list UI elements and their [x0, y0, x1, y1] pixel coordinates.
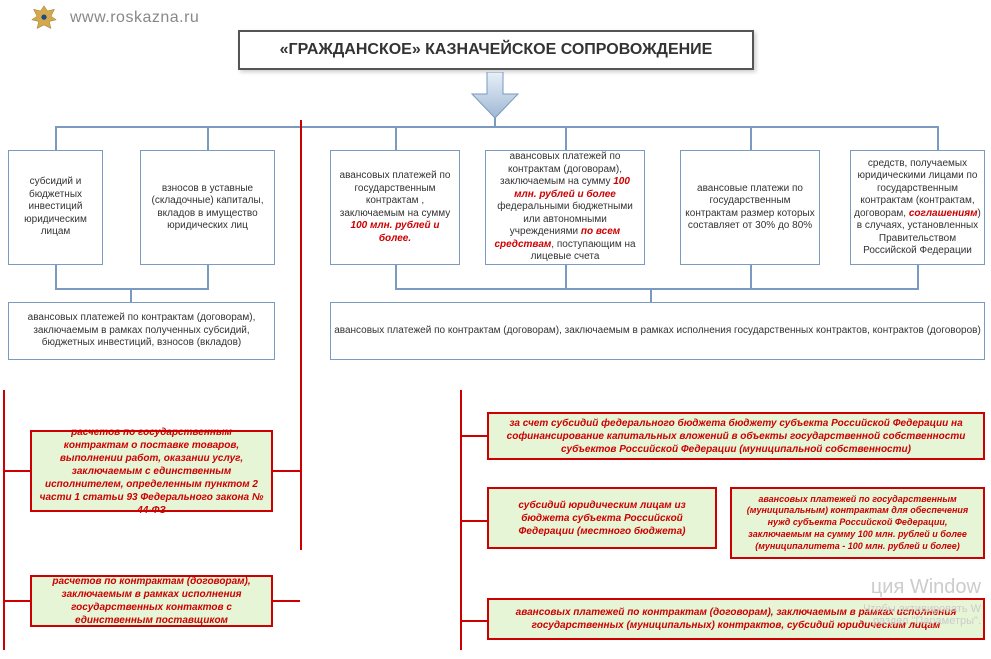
windows-watermark: ция Window	[871, 576, 981, 599]
divider	[3, 600, 30, 602]
box-advance-gov-contracts-context: авансовых платежей по контрактам (догово…	[330, 302, 985, 360]
text: средств, получаемых юридическими лицами …	[854, 158, 981, 258]
text: авансовых платежей по контрактам (догово…	[334, 325, 981, 338]
divider	[460, 390, 462, 550]
box-subsidies: субсидий и бюджетных инвестиций юридичес…	[8, 150, 103, 265]
text: взносов в уставные (складочные) капиталы…	[144, 183, 271, 233]
connector	[55, 126, 57, 150]
header: www.roskazna.ru	[30, 4, 199, 32]
eagle-logo-icon	[30, 4, 58, 32]
box-funds-legal-entities: средств, получаемых юридическими лицами …	[850, 150, 985, 265]
arrow-down-icon	[470, 72, 520, 120]
connector	[395, 288, 919, 290]
divider	[460, 520, 487, 522]
divider	[273, 470, 300, 472]
green-box-federal-subsidies: за счет субсидий федерального бюджета бю…	[487, 412, 985, 460]
divider	[460, 550, 462, 650]
text: субсидий юридическим лицам из бюджета су…	[495, 499, 709, 538]
green-box-municipal-advance-100m: авансовых платежей по государственным (м…	[730, 487, 985, 559]
site-url: www.roskazna.ru	[70, 9, 199, 27]
box-advance-gov-100m: авансовых платежей по государственным ко…	[330, 150, 460, 265]
connector	[207, 265, 209, 288]
connector	[55, 126, 937, 128]
text: авансовые платежи по государственным кон…	[684, 183, 816, 233]
text: расчетов по контрактам (договорам), закл…	[38, 575, 265, 627]
text: за счет субсидий федерального бюджета бю…	[495, 417, 977, 456]
diagram-title: «ГРАЖДАНСКОЕ» КАЗНАЧЕЙСКОЕ СОПРОВОЖДЕНИЕ	[238, 30, 754, 70]
connector	[395, 265, 397, 288]
divider	[460, 435, 487, 437]
text: субсидий и бюджетных инвестиций юридичес…	[12, 176, 99, 239]
text: расчетов по государственным контрактам о…	[38, 426, 265, 517]
green-box-regional-subsidies: субсидий юридическим лицам из бюджета су…	[487, 487, 717, 549]
connector	[917, 265, 919, 288]
text: авансовых платежей по контрактам (догово…	[489, 151, 641, 264]
connector	[750, 265, 752, 288]
connector	[395, 126, 397, 150]
connector	[55, 265, 57, 288]
text: авансовых платежей по государственным (м…	[738, 494, 977, 552]
connector	[565, 265, 567, 288]
divider	[300, 120, 302, 550]
divider	[3, 470, 30, 472]
connector	[55, 288, 209, 290]
green-box-single-supplier-contracts: расчетов по контрактам (договорам), закл…	[30, 575, 273, 627]
connector	[650, 288, 652, 302]
text: авансовых платежей по государственным ко…	[334, 170, 456, 245]
connector	[494, 118, 496, 128]
connector	[750, 126, 752, 150]
divider	[460, 620, 487, 622]
windows-watermark-sub: Чтобы активировать Wраздел "Параметры".	[863, 603, 981, 627]
box-advance-30-80: авансовые платежи по государственным кон…	[680, 150, 820, 265]
connector	[130, 288, 132, 302]
box-advance-contracts-100m: авансовых платежей по контрактам (догово…	[485, 150, 645, 265]
connector	[207, 126, 209, 150]
connector	[565, 126, 567, 150]
box-advance-subsidies-context: авансовых платежей по контрактам (догово…	[8, 302, 275, 360]
connector	[937, 126, 939, 150]
divider	[273, 600, 300, 602]
box-contributions: взносов в уставные (складочные) капиталы…	[140, 150, 275, 265]
text: авансовых платежей по контрактам (догово…	[12, 312, 271, 350]
green-box-single-supplier-44fz: расчетов по государственным контрактам о…	[30, 430, 273, 512]
